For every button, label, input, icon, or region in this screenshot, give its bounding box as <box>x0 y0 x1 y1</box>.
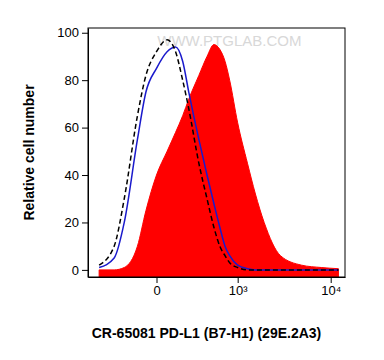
y-tick-mark <box>82 222 88 223</box>
x-tick-mark <box>331 277 332 283</box>
x-tick-mark <box>157 277 158 283</box>
y-axis: 0 20 40 60 80 100 <box>57 25 88 277</box>
y-tick-label: 40 <box>65 168 79 183</box>
x-axis-line <box>89 277 346 278</box>
x-tick-label: 0 <box>153 283 160 298</box>
y-tick-label: 20 <box>65 215 79 230</box>
y-tick: 20 <box>65 215 88 230</box>
histogram-line <box>99 40 338 270</box>
chart: WWW.PTGLAB.COM 0 10³ 10⁴ 0 20 40 60 80 100 CR-6508… <box>0 0 384 360</box>
y-tick-label: 0 <box>72 263 79 278</box>
x-tick-label: 10⁴ <box>321 283 341 298</box>
y-tick-mark <box>82 128 88 129</box>
marks <box>99 40 338 277</box>
x-tick-mark <box>238 277 239 283</box>
y-axis-title: Relative cell number <box>21 84 37 221</box>
y-tick-mark <box>82 80 88 81</box>
x-tick-label: 10³ <box>229 283 248 298</box>
y-tick-label: 100 <box>57 25 79 40</box>
y-tick-label: 80 <box>65 73 79 88</box>
x-axis-title: CR-65081 PD-L1 (B7-H1) (29E.2A3) <box>92 325 322 341</box>
x-tick: 10⁴ <box>321 277 341 298</box>
x-tick: 10³ <box>229 277 248 298</box>
y-tick: 80 <box>65 73 88 88</box>
y-tick-label: 60 <box>65 120 79 135</box>
y-tick: 0 <box>72 263 88 278</box>
y-tick: 100 <box>57 25 88 40</box>
y-tick-mark <box>82 270 88 271</box>
y-tick: 60 <box>65 120 88 135</box>
y-tick-mark <box>82 33 88 34</box>
watermark: WWW.PTGLAB.COM <box>157 32 301 49</box>
y-axis-line <box>88 29 89 278</box>
plot-frame <box>88 28 345 277</box>
x-axis: 0 10³ 10⁴ <box>89 277 346 298</box>
x-tick: 0 <box>153 277 160 298</box>
plot: WWW.PTGLAB.COM 0 10³ 10⁴ 0 20 40 60 80 100 <box>57 25 345 298</box>
histogram-line <box>99 47 338 270</box>
y-tick-mark <box>82 175 88 176</box>
y-tick: 40 <box>65 168 88 183</box>
